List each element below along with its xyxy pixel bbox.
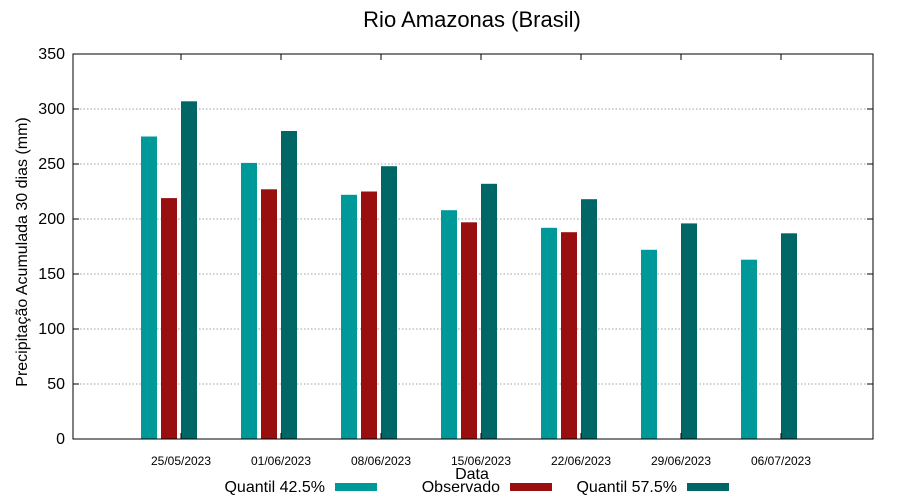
legend-label: Quantil 57.5% (576, 479, 677, 496)
bar-quantil-42-5--5 (641, 249, 657, 439)
bar-quantil-57-5--6 (781, 233, 797, 439)
x-axis-ticks: 25/05/2023 01/06/2023 08/06/2023 15/06/2023… (151, 54, 811, 468)
x-tick-label: 25/05/2023 (151, 454, 211, 468)
bars (141, 101, 797, 440)
x-tick-label: 08/06/2023 (351, 454, 411, 468)
bar-quantil-42-5--1 (241, 162, 257, 439)
y-tick-label: 250 (38, 156, 65, 173)
y-tick-label: 0 (56, 431, 65, 448)
bar-quantil-57-5--4 (581, 199, 597, 439)
bar-quantil-57-5--5 (681, 223, 697, 439)
x-tick-label: 01/06/2023 (251, 454, 311, 468)
y-tick-label: 300 (38, 101, 65, 118)
chart-title: Rio Amazonas (Brasil) (363, 7, 581, 32)
bar-observado-4 (561, 232, 577, 439)
y-tick-label: 100 (38, 321, 65, 338)
bar-observado-1 (261, 189, 277, 439)
legend: Quantil 42.5% Observado Quantil 57.5% (224, 479, 729, 496)
y-axis-ticks: 0 50 100 150 200 250 300 350 (38, 46, 873, 448)
x-tick-label: 15/06/2023 (451, 454, 511, 468)
y-tick-label: 150 (38, 266, 65, 283)
bar-quantil-42-5--0 (141, 136, 157, 439)
bar-observado-2 (361, 191, 377, 439)
y-tick-label: 200 (38, 211, 65, 228)
y-tick-label: 50 (47, 376, 65, 393)
y-tick-label: 350 (38, 46, 65, 63)
x-axis-label: Data (455, 466, 489, 483)
legend-label: Observado (422, 479, 500, 496)
bar-quantil-42-5--4 (541, 227, 557, 439)
legend-swatch (335, 483, 377, 491)
y-axis-label: Precipitação Acumulada 30 dias (mm) (14, 117, 31, 386)
x-tick-label: 29/06/2023 (651, 454, 711, 468)
bar-quantil-42-5--6 (741, 259, 757, 439)
bar-observado-0 (161, 198, 177, 439)
bar-quantil-57-5--3 (481, 183, 497, 439)
bar-quantil-57-5--0 (181, 101, 197, 440)
bar-observado-3 (461, 222, 477, 439)
bar-quantil-57-5--2 (381, 166, 397, 439)
bar-quantil-42-5--2 (341, 194, 357, 439)
bar-quantil-57-5--1 (281, 131, 297, 439)
legend-swatch (687, 483, 729, 491)
x-tick-label: 22/06/2023 (551, 454, 611, 468)
bar-quantil-42-5--3 (441, 210, 457, 439)
x-tick-label: 06/07/2023 (751, 454, 811, 468)
legend-label: Quantil 42.5% (224, 479, 325, 496)
plot-frame (72, 53, 874, 440)
legend-swatch (510, 483, 552, 491)
